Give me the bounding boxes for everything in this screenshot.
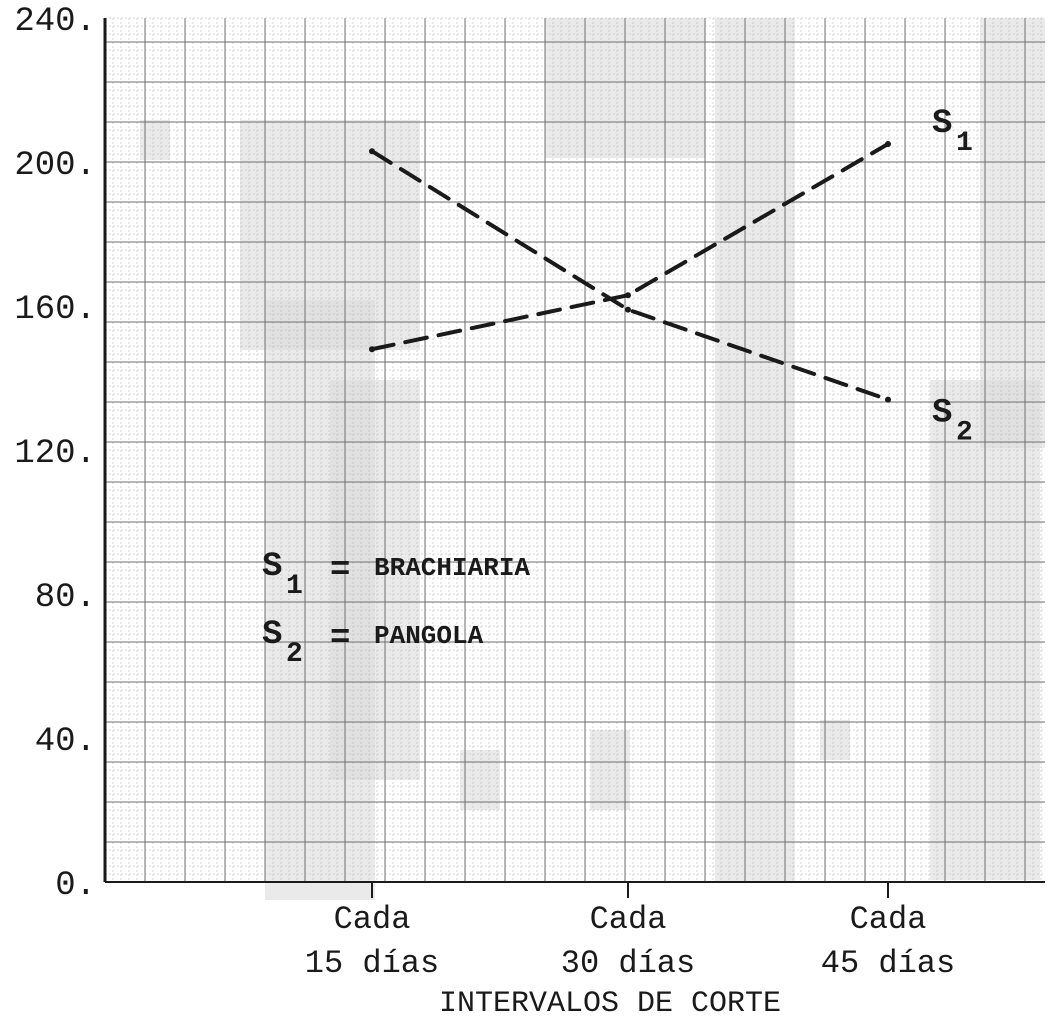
series-end-label: S2 bbox=[932, 395, 973, 449]
x-axis-label: INTERVALOS DE CORTE bbox=[439, 987, 781, 1021]
y-tick-label: 120. bbox=[14, 435, 96, 473]
data-point bbox=[625, 292, 631, 299]
x-tick-label: 15 días bbox=[305, 945, 439, 982]
data-point bbox=[369, 148, 375, 155]
x-tick-label: Cada bbox=[850, 901, 927, 938]
data-point bbox=[369, 346, 375, 353]
series-line-s2 bbox=[370, 149, 890, 402]
series-end-label-symbol: S bbox=[932, 395, 952, 433]
legend-symbol: S bbox=[262, 616, 282, 654]
x-axis-ticks: Cada 15 días Cada 30 días Cada 45 días bbox=[305, 882, 955, 982]
y-tick-label: 0. bbox=[55, 867, 96, 905]
legend-equals: = bbox=[330, 620, 350, 658]
x-tick-label: 45 días bbox=[821, 945, 955, 982]
series-end-label-symbol: S bbox=[932, 105, 952, 143]
y-tick-label: 240. bbox=[14, 3, 96, 41]
legend-entry-text: BRACHIARIA bbox=[374, 553, 530, 583]
y-tick-label: 200. bbox=[14, 147, 96, 185]
y-tick-label: 80. bbox=[35, 579, 96, 617]
data-point bbox=[625, 306, 631, 313]
series-end-label-subscript: 1 bbox=[956, 128, 973, 159]
data-point bbox=[885, 141, 891, 147]
series-line-s1 bbox=[370, 142, 890, 352]
series-end-label-subscript: 2 bbox=[956, 418, 973, 449]
data-point bbox=[885, 396, 891, 403]
background-shading bbox=[140, 18, 1045, 900]
legend-subscript: 2 bbox=[286, 639, 303, 670]
y-axis-ticks: 0. 40. 80. 120. 160. 200. 240. bbox=[14, 3, 96, 905]
series-lines bbox=[369, 141, 891, 403]
legend-symbol: S bbox=[262, 548, 282, 586]
x-tick-label: 30 días bbox=[561, 945, 695, 982]
shade-block bbox=[715, 18, 795, 882]
graph-paper-grid bbox=[104, 17, 1045, 883]
series-end-label: S1 bbox=[932, 105, 973, 159]
y-tick-label: 40. bbox=[35, 723, 96, 761]
y-tick-label: 160. bbox=[14, 291, 96, 329]
legend-subscript: 1 bbox=[286, 571, 303, 602]
x-tick-label: Cada bbox=[334, 901, 411, 938]
legend-entry-text: PANGOLA bbox=[374, 621, 484, 651]
shade-block bbox=[980, 18, 1045, 448]
legend-equals: = bbox=[330, 552, 350, 590]
x-tick-label: Cada bbox=[590, 901, 667, 938]
shade-block bbox=[460, 750, 500, 810]
